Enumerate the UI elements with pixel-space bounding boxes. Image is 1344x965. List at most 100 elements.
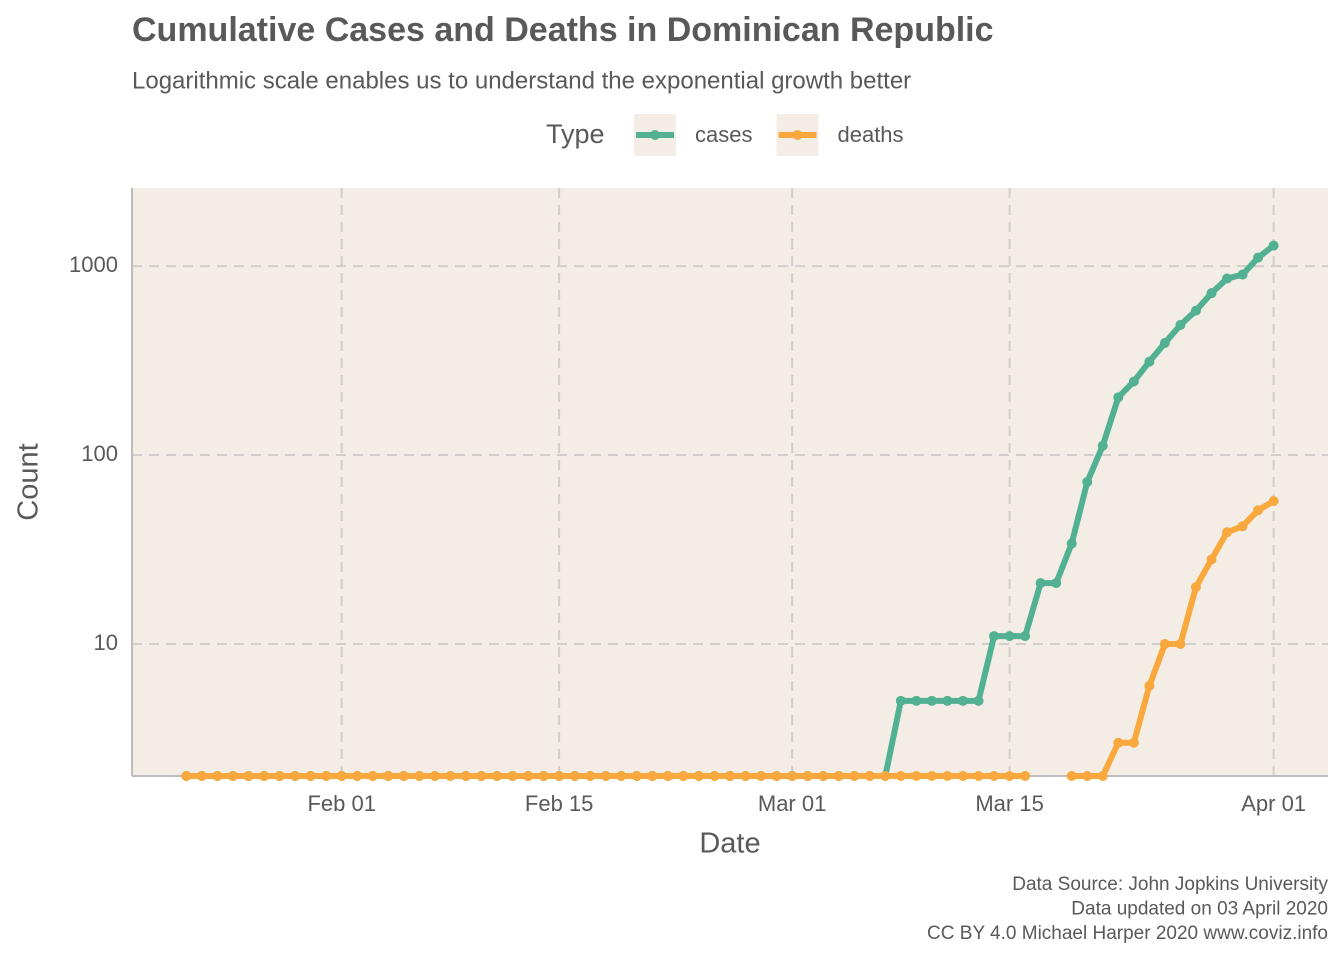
y-tick-label: 10 [94, 630, 118, 655]
data-point [1004, 771, 1015, 781]
data-point [305, 771, 316, 781]
data-point [849, 771, 860, 781]
data-point [600, 771, 611, 781]
plot-panel [132, 188, 1328, 776]
data-point [1253, 505, 1264, 516]
x-tick-label: Feb 01 [307, 791, 376, 816]
data-point [492, 771, 503, 781]
data-point [1020, 631, 1031, 642]
data-point [460, 771, 471, 781]
data-point [616, 771, 627, 781]
chart-subtitle: Logarithmic scale enables us to understa… [132, 67, 911, 94]
data-point [926, 695, 937, 706]
data-point [1035, 578, 1046, 589]
data-point [942, 771, 953, 781]
data-point [507, 771, 518, 781]
data-point [693, 771, 704, 781]
data-point [227, 771, 238, 781]
data-point [1159, 337, 1170, 348]
data-point [1066, 771, 1077, 781]
data-point [336, 771, 347, 781]
data-point [1082, 476, 1093, 487]
data-point [414, 771, 425, 781]
data-point [1128, 737, 1139, 748]
data-point [1206, 554, 1217, 565]
data-point [1190, 305, 1201, 316]
caption: CC BY 4.0 Michael Harper 2020 www.coviz.… [927, 923, 1328, 944]
data-point [1020, 771, 1031, 781]
data-point [196, 771, 207, 781]
data-point [259, 771, 270, 781]
legend-swatch-point [650, 130, 660, 140]
data-point [911, 771, 922, 781]
data-point [243, 771, 254, 781]
data-point [367, 771, 378, 781]
x-tick-label: Apr 01 [1241, 791, 1306, 816]
data-point [771, 771, 782, 781]
data-point [1175, 319, 1186, 330]
data-point [1222, 527, 1233, 538]
data-point [538, 771, 549, 781]
data-point [585, 771, 596, 781]
data-point [554, 771, 565, 781]
data-point [957, 771, 968, 781]
data-point [833, 771, 844, 781]
legend-label: cases [695, 122, 752, 147]
data-point [1237, 269, 1248, 280]
data-point [895, 771, 906, 781]
data-point [1159, 638, 1170, 649]
y-tick-label: 100 [81, 441, 118, 466]
data-point [1144, 356, 1155, 367]
data-point [181, 771, 192, 781]
legend-title: Type [546, 119, 605, 149]
data-point [1051, 578, 1062, 589]
data-point [989, 631, 1000, 642]
data-point [880, 771, 891, 781]
data-point [569, 771, 580, 781]
data-point [290, 771, 301, 781]
data-point [926, 771, 937, 781]
data-point [973, 771, 984, 781]
data-point [802, 771, 813, 781]
data-point [678, 771, 689, 781]
data-point [383, 771, 394, 781]
data-point [1004, 631, 1015, 642]
data-point [1206, 288, 1217, 299]
data-point [445, 771, 456, 781]
data-point [1097, 440, 1108, 451]
data-point [942, 695, 953, 706]
data-point [818, 771, 829, 781]
data-point [1190, 582, 1201, 593]
legend-swatch-point [792, 130, 803, 140]
data-point [973, 695, 984, 706]
data-point [352, 771, 363, 781]
x-tick-label: Feb 15 [525, 791, 594, 816]
legend-label: deaths [837, 122, 903, 147]
data-point [1253, 252, 1264, 263]
data-point [1237, 521, 1248, 532]
data-point [1113, 392, 1124, 403]
data-point [989, 771, 1000, 781]
data-point [1128, 376, 1139, 387]
data-point [1066, 538, 1077, 549]
data-point [647, 771, 658, 781]
data-point [864, 771, 875, 781]
data-point [1268, 496, 1279, 507]
data-point [212, 771, 223, 781]
chart-title: Cumulative Cases and Deaths in Dominican… [132, 11, 994, 49]
data-point [398, 771, 409, 781]
x-tick-label: Mar 01 [758, 791, 826, 816]
data-point [895, 695, 906, 706]
data-point [1082, 771, 1093, 781]
data-point [1222, 273, 1233, 284]
data-point [957, 695, 968, 706]
data-point [1175, 638, 1186, 649]
data-point [476, 771, 487, 781]
x-axis-title: Date [699, 828, 760, 860]
data-point [1097, 771, 1108, 781]
data-point [429, 771, 440, 781]
y-tick-label: 1000 [69, 252, 118, 277]
data-point [787, 771, 798, 781]
data-point [631, 771, 642, 781]
